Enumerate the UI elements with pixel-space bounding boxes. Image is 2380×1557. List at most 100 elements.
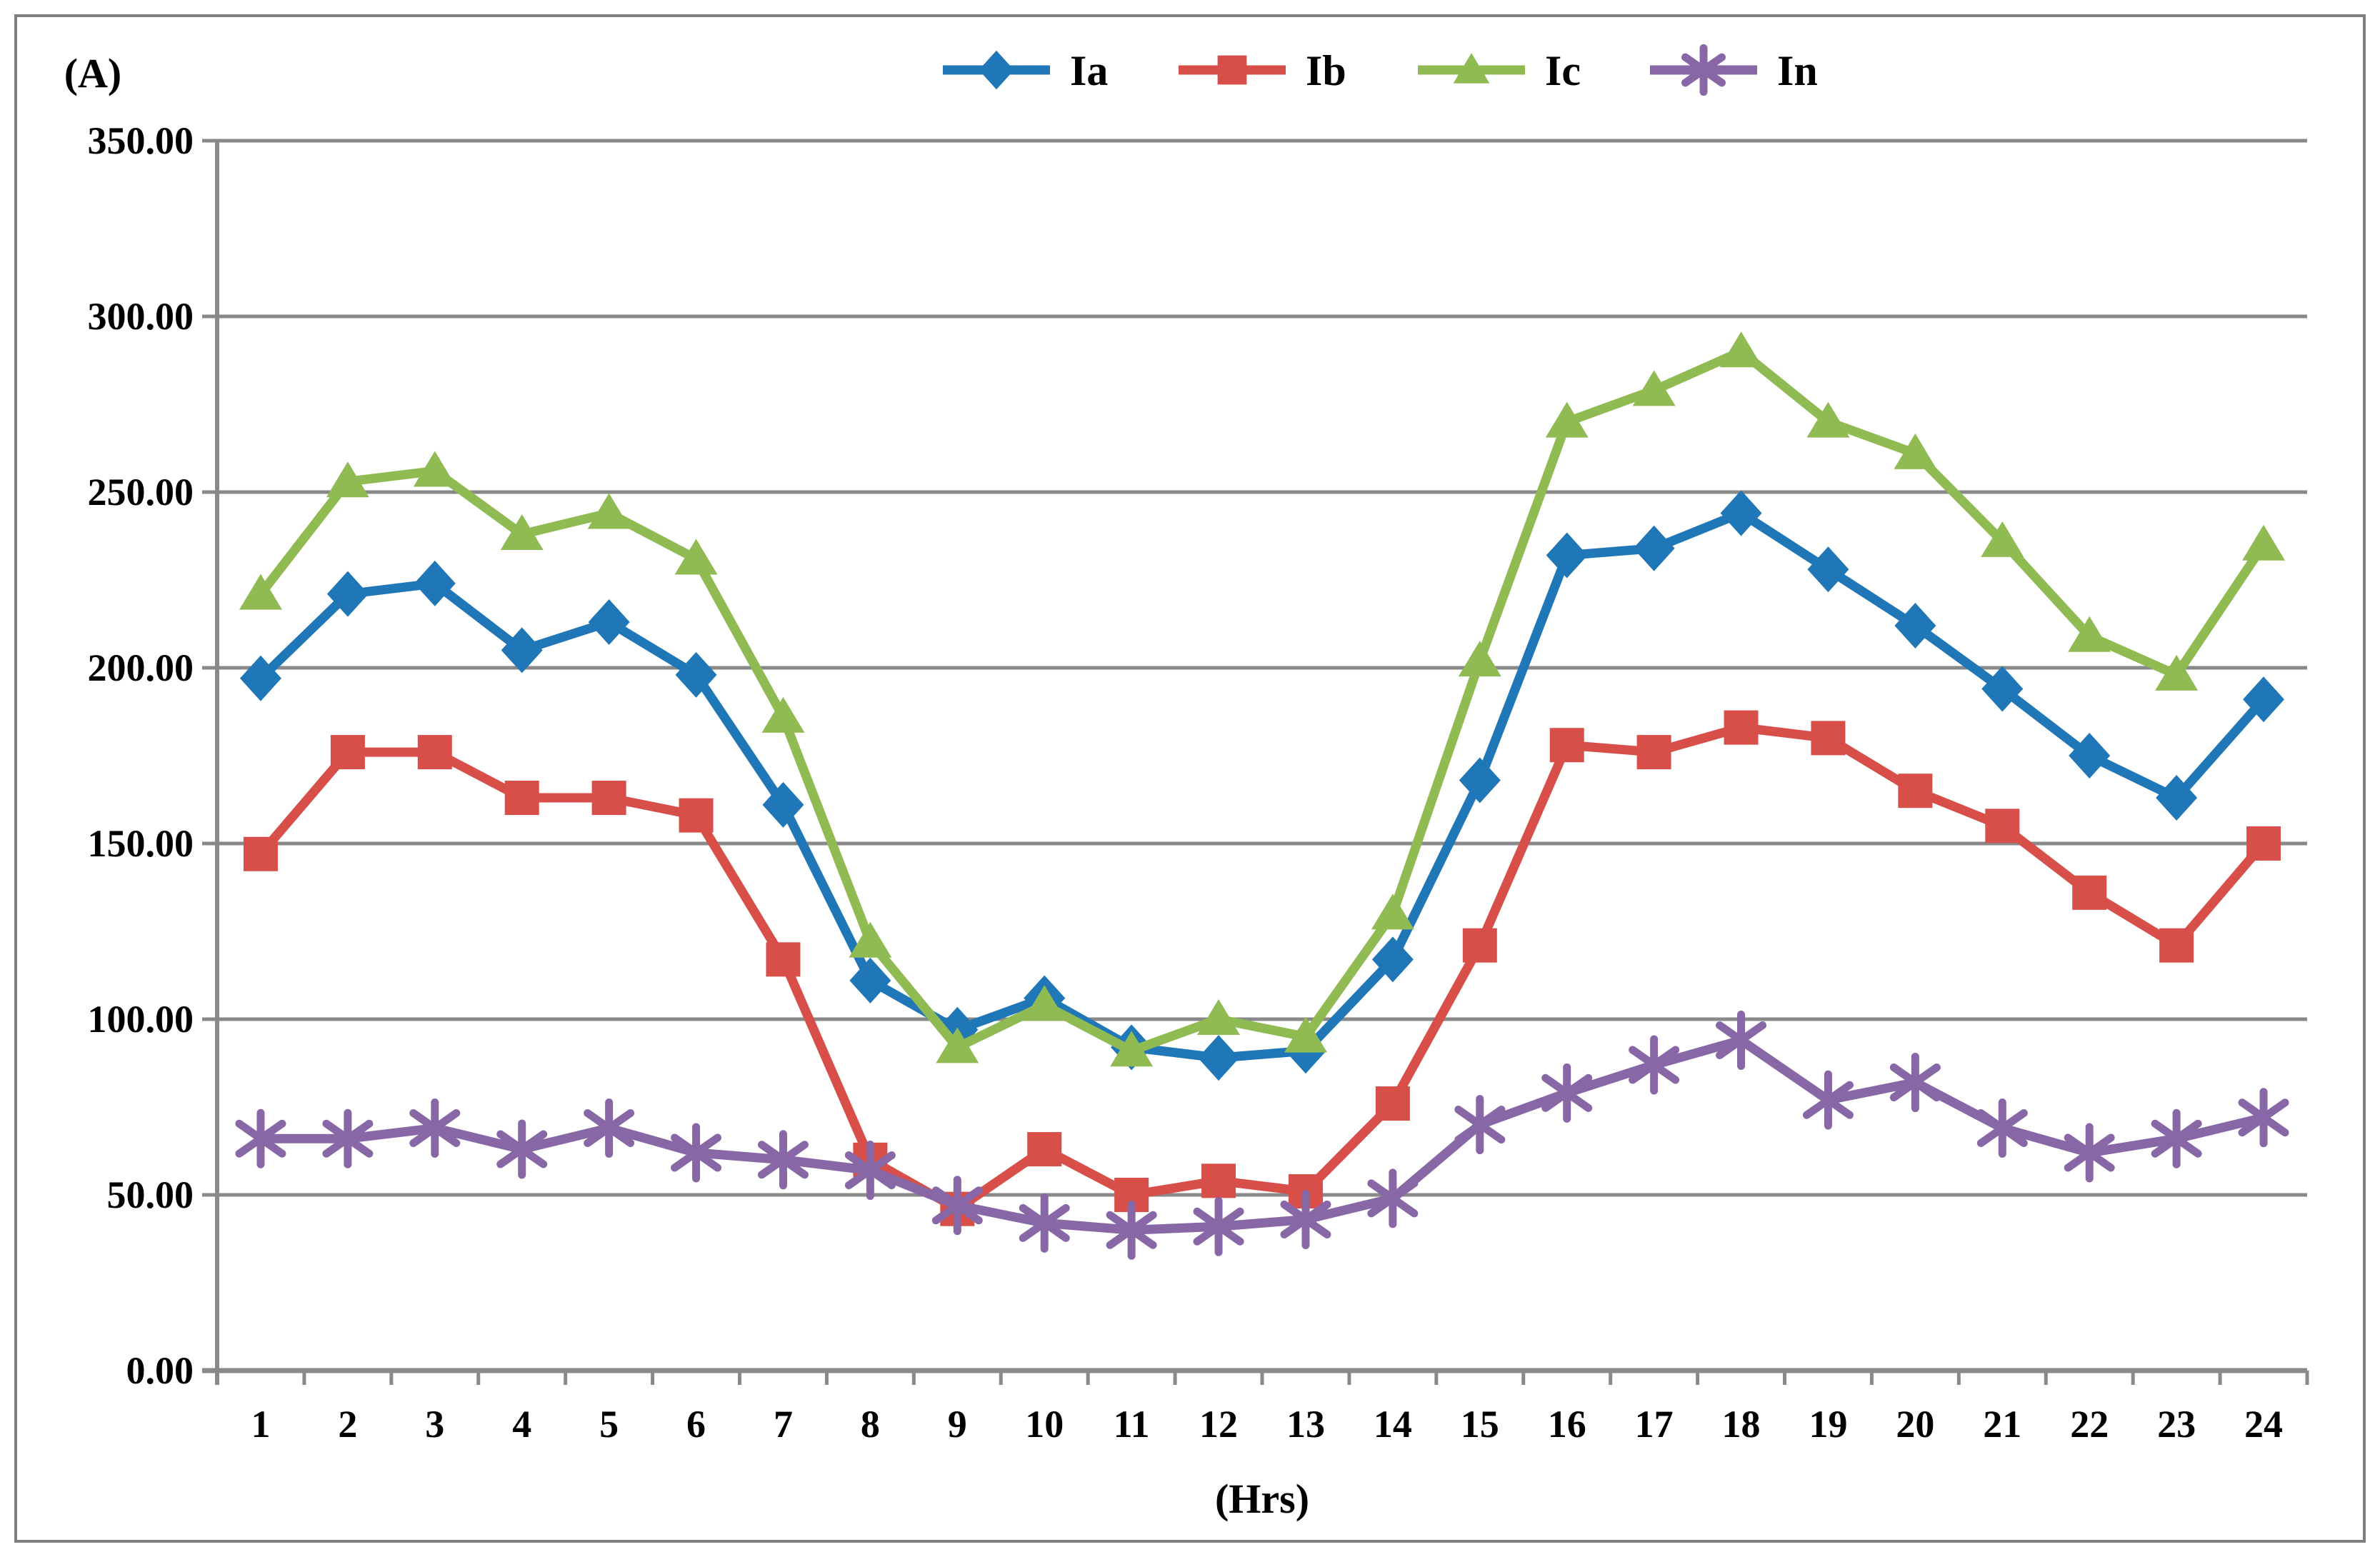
asterisk-marker-icon bbox=[1976, 1098, 2028, 1158]
x-tick-label: 13 bbox=[1286, 1403, 1325, 1446]
square-marker-icon bbox=[2072, 875, 2107, 910]
x-tick-label: 1 bbox=[251, 1403, 270, 1446]
triangle-marker-icon bbox=[1632, 370, 1676, 406]
x-tick-label: 11 bbox=[1114, 1403, 1150, 1446]
asterisk-marker-icon bbox=[1889, 1053, 1941, 1113]
x-tick-label: 3 bbox=[425, 1403, 444, 1446]
asterisk-marker-icon bbox=[1629, 1035, 1680, 1095]
x-axis-title: (Hrs) bbox=[1215, 1476, 1309, 1522]
asterisk-marker-icon bbox=[1193, 1196, 1244, 1256]
diamond-marker-icon bbox=[1807, 546, 1849, 593]
x-tick-label: 22 bbox=[2070, 1403, 2109, 1446]
triangle-marker-icon bbox=[326, 461, 369, 498]
square-marker-icon bbox=[1811, 721, 1846, 756]
triangle-marker-icon bbox=[1453, 53, 1490, 84]
x-tick-label: 24 bbox=[2244, 1403, 2283, 1446]
y-tick-label: 0.00 bbox=[126, 1349, 194, 1392]
asterisk-marker-icon bbox=[1367, 1168, 1419, 1228]
square-marker-icon bbox=[1898, 774, 1933, 808]
square-marker-icon bbox=[679, 798, 714, 833]
figure-border bbox=[14, 14, 2366, 1543]
square-marker-icon bbox=[330, 735, 365, 770]
triangle-marker-icon bbox=[2155, 654, 2199, 691]
triangle-marker-icon bbox=[413, 451, 456, 487]
square-marker-icon bbox=[1027, 1132, 1062, 1167]
asterisk-marker-icon bbox=[322, 1108, 374, 1168]
asterisk-marker-icon bbox=[409, 1098, 461, 1158]
asterisk-marker-icon bbox=[931, 1176, 983, 1236]
diamond-marker-icon bbox=[2156, 775, 2198, 821]
x-tick-label: 4 bbox=[512, 1403, 531, 1446]
square-marker-icon bbox=[1636, 735, 1671, 770]
triangle-marker-icon bbox=[1371, 893, 1414, 930]
asterisk-marker-icon bbox=[671, 1123, 722, 1183]
legend-label-Ia: Ia bbox=[1070, 47, 1108, 94]
asterisk-marker-icon bbox=[844, 1141, 896, 1201]
triangle-marker-icon bbox=[1110, 1031, 1154, 1067]
x-tick-label: 2 bbox=[338, 1403, 357, 1446]
triangle-marker-icon bbox=[1894, 433, 1937, 469]
triangle-marker-icon bbox=[2242, 524, 2286, 561]
square-marker-icon bbox=[2159, 928, 2194, 963]
asterisk-marker-icon bbox=[584, 1098, 635, 1158]
diamond-marker-icon bbox=[1720, 490, 1762, 536]
diamond-marker-icon bbox=[501, 627, 543, 674]
diamond-marker-icon bbox=[1981, 666, 2024, 712]
triangle-marker-icon bbox=[239, 574, 282, 610]
y-tick-label: 350.00 bbox=[88, 119, 194, 162]
square-marker-icon bbox=[1462, 928, 1497, 963]
x-tick-label: 14 bbox=[1374, 1403, 1412, 1446]
asterisk-marker-icon bbox=[1541, 1063, 1593, 1123]
diamond-marker-icon bbox=[1371, 936, 1414, 983]
triangle-marker-icon bbox=[500, 514, 544, 551]
asterisk-marker-icon bbox=[1019, 1193, 1070, 1253]
square-marker-icon bbox=[243, 836, 278, 871]
diamond-marker-icon bbox=[1546, 532, 1588, 579]
triangle-marker-icon bbox=[1981, 521, 2024, 557]
square-marker-icon bbox=[1375, 1086, 1410, 1121]
asterisk-marker-icon bbox=[1454, 1095, 1506, 1155]
triangle-marker-icon bbox=[1545, 401, 1589, 438]
asterisk-marker-icon bbox=[2238, 1088, 2289, 1148]
square-marker-icon bbox=[1201, 1163, 1236, 1198]
triangle-marker-icon bbox=[1197, 999, 1241, 1035]
asterisk-marker-icon bbox=[1106, 1200, 1157, 1260]
triangle-marker-icon bbox=[587, 493, 631, 529]
square-marker-icon bbox=[766, 942, 801, 977]
y-axis-title: (A) bbox=[64, 50, 122, 96]
triangle-marker-icon bbox=[1458, 641, 1501, 677]
legend-label-In: In bbox=[1777, 47, 1818, 94]
square-marker-icon bbox=[1217, 55, 1247, 85]
legend-label-Ic: Ic bbox=[1545, 47, 1581, 94]
asterisk-marker-icon bbox=[1716, 1011, 1767, 1071]
square-marker-icon bbox=[1985, 808, 2020, 843]
diamond-marker-icon bbox=[979, 50, 1014, 90]
asterisk-marker-icon bbox=[2151, 1108, 2202, 1168]
triangle-marker-icon bbox=[761, 696, 805, 733]
diamond-marker-icon bbox=[588, 599, 630, 646]
square-marker-icon bbox=[2246, 826, 2281, 861]
asterisk-marker-icon bbox=[235, 1108, 286, 1168]
x-tick-label: 7 bbox=[774, 1403, 793, 1446]
x-tick-label: 9 bbox=[948, 1403, 967, 1446]
x-tick-label: 20 bbox=[1896, 1403, 1934, 1446]
asterisk-marker-icon bbox=[757, 1130, 809, 1190]
triangle-marker-icon bbox=[1719, 331, 1763, 368]
triangle-marker-icon bbox=[1284, 1016, 1327, 1053]
triangle-marker-icon bbox=[1806, 401, 1850, 438]
y-tick-label: 300.00 bbox=[88, 295, 194, 338]
diamond-marker-icon bbox=[239, 655, 281, 701]
diamond-marker-icon bbox=[1198, 1035, 1240, 1081]
square-marker-icon bbox=[591, 781, 626, 816]
x-tick-label: 5 bbox=[599, 1403, 619, 1446]
diamond-marker-icon bbox=[675, 651, 717, 698]
x-tick-label: 16 bbox=[1548, 1403, 1586, 1446]
x-tick-label: 6 bbox=[686, 1403, 706, 1446]
x-tick-label: 8 bbox=[861, 1403, 880, 1446]
asterisk-marker-icon bbox=[1681, 44, 1726, 96]
x-tick-label: 21 bbox=[1983, 1403, 2021, 1446]
asterisk-marker-icon bbox=[2064, 1123, 2115, 1183]
